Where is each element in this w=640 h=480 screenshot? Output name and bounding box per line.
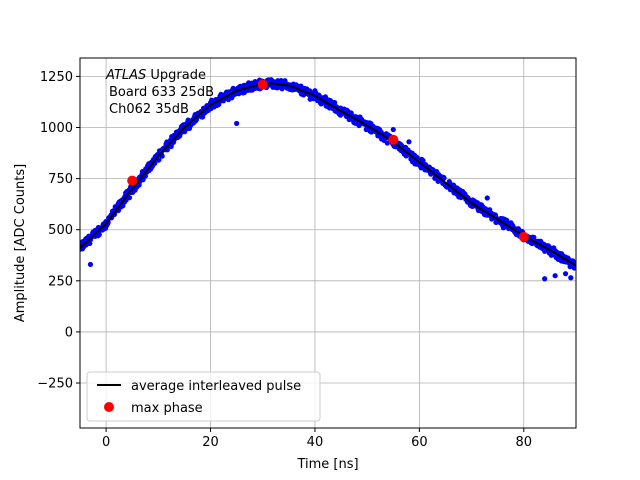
y-tick-label: 500 xyxy=(48,223,73,238)
annotation-atlas: ATLAS xyxy=(105,68,146,83)
x-tick-label: 20 xyxy=(202,435,219,450)
sample-outlier xyxy=(87,261,94,268)
x-tick-label: 60 xyxy=(411,435,428,450)
axis-ticks: 0 20 40 60 80 −250 0 250 500 750 1000 1250 xyxy=(37,70,532,450)
y-tick-label: 250 xyxy=(48,274,73,289)
sample-point xyxy=(420,158,426,164)
annotation-board: Board 633 25dB xyxy=(109,85,214,100)
sample-point xyxy=(159,153,165,159)
legend-label-max-phase: max phase xyxy=(131,401,203,416)
sample-outlier xyxy=(552,273,558,279)
x-tick-label: 40 xyxy=(307,435,324,450)
svg-text:ATLAS Upgrade: ATLAS Upgrade xyxy=(105,68,206,83)
plot-frame xyxy=(79,57,577,429)
sample-outlier xyxy=(542,276,548,282)
max-phase-point xyxy=(518,231,529,242)
sample-outlier xyxy=(484,195,490,201)
legend: average interleaved pulse max phase xyxy=(86,371,321,422)
y-tick-label: 0 xyxy=(65,325,73,340)
sample-point xyxy=(332,99,338,106)
sample-outlier xyxy=(390,126,396,133)
x-tick-label: 80 xyxy=(516,435,533,450)
legend-box xyxy=(86,371,321,422)
y-tick-label: 1000 xyxy=(40,121,73,136)
average-pulse-line xyxy=(80,82,576,267)
sample-outlier xyxy=(234,120,240,127)
max-phase-point xyxy=(127,175,138,186)
x-tick-label: 0 xyxy=(102,435,110,450)
sample-point xyxy=(96,232,102,238)
annotation-upgrade: Upgrade xyxy=(146,68,206,83)
sample-point xyxy=(531,234,537,240)
annotation-channel: Ch062 35dB xyxy=(109,102,189,117)
sample-point xyxy=(126,195,133,201)
y-tick-label: 1250 xyxy=(40,70,73,85)
max-phase-point xyxy=(388,134,399,145)
y-tick-label: 750 xyxy=(48,172,73,187)
sample-outlier xyxy=(562,271,569,277)
annotation: ATLAS Upgrade Board 633 25dB Ch062 35dB xyxy=(105,68,214,117)
max-phase-point xyxy=(257,79,268,90)
y-axis-label: Amplitude [ADC Counts] xyxy=(13,164,28,322)
data-marks xyxy=(80,77,576,282)
legend-dot-swatch xyxy=(104,402,114,412)
sample-outlier xyxy=(406,139,412,145)
x-axis-label: Time [ns] xyxy=(296,457,358,472)
sample-outlier xyxy=(568,275,574,281)
grid xyxy=(80,58,576,428)
plot-area xyxy=(80,77,576,282)
legend-label-average: average interleaved pulse xyxy=(131,379,301,394)
sample-outlier xyxy=(312,88,318,94)
y-tick-label: −250 xyxy=(37,377,73,392)
sample-outlier xyxy=(322,94,328,100)
